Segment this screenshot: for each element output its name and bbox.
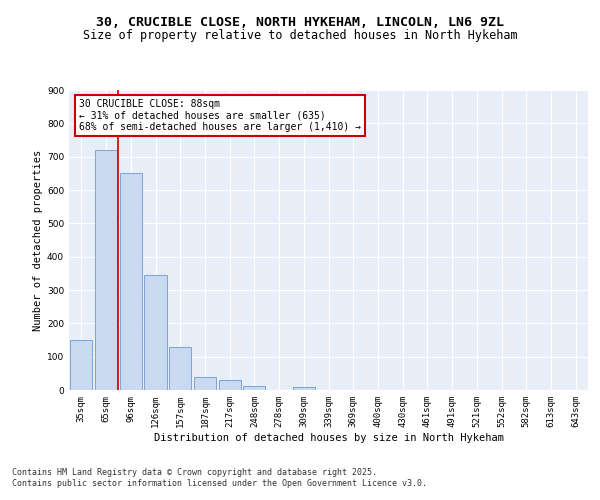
- X-axis label: Distribution of detached houses by size in North Hykeham: Distribution of detached houses by size …: [154, 432, 503, 442]
- Bar: [218, 380, 241, 390]
- Bar: [70, 340, 92, 390]
- Bar: [119, 174, 142, 390]
- Bar: [169, 346, 191, 390]
- Y-axis label: Number of detached properties: Number of detached properties: [33, 150, 43, 330]
- Text: 30 CRUCIBLE CLOSE: 88sqm
← 31% of detached houses are smaller (635)
68% of semi-: 30 CRUCIBLE CLOSE: 88sqm ← 31% of detach…: [79, 99, 361, 132]
- Text: Size of property relative to detached houses in North Hykeham: Size of property relative to detached ho…: [83, 28, 517, 42]
- Bar: [194, 378, 216, 390]
- Bar: [95, 150, 117, 390]
- Text: Contains public sector information licensed under the Open Government Licence v3: Contains public sector information licen…: [12, 479, 427, 488]
- Bar: [145, 275, 167, 390]
- Bar: [293, 388, 315, 390]
- Text: 30, CRUCIBLE CLOSE, NORTH HYKEHAM, LINCOLN, LN6 9ZL: 30, CRUCIBLE CLOSE, NORTH HYKEHAM, LINCO…: [96, 16, 504, 29]
- Bar: [243, 386, 265, 390]
- Text: Contains HM Land Registry data © Crown copyright and database right 2025.: Contains HM Land Registry data © Crown c…: [12, 468, 377, 477]
